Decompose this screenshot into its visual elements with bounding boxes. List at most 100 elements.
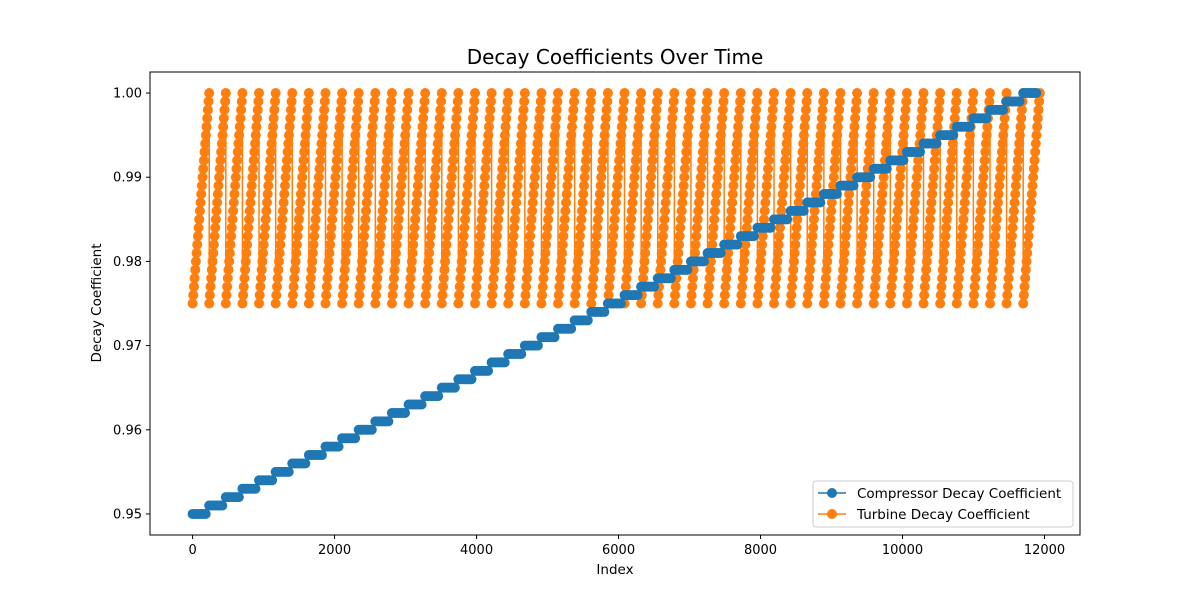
data-point-turbine (866, 113, 877, 124)
data-point-turbine (811, 180, 822, 191)
data-point-turbine (363, 180, 374, 191)
data-point-turbine (788, 256, 799, 267)
data-point-turbine (521, 281, 532, 292)
data-point-turbine (428, 189, 439, 200)
data-point-turbine (473, 256, 484, 267)
data-point-turbine (918, 88, 929, 99)
data-point-turbine (631, 146, 642, 157)
data-point-turbine (516, 130, 527, 141)
data-point-turbine (396, 180, 407, 191)
data-point-turbine (611, 189, 622, 200)
data-point-turbine (899, 113, 910, 124)
data-point-turbine (903, 281, 914, 292)
data-point-turbine (777, 197, 787, 208)
data-point-turbine (228, 197, 239, 208)
data-point-turbine (626, 214, 637, 225)
data-point-turbine (535, 96, 546, 107)
data-point-turbine (353, 96, 364, 107)
data-point-turbine (517, 121, 528, 132)
data-point-turbine (910, 189, 921, 200)
data-point-turbine (297, 172, 308, 183)
data-point-turbine (436, 96, 447, 107)
data-point-turbine (551, 113, 562, 124)
data-point-turbine (899, 121, 910, 132)
data-point-turbine (453, 88, 464, 99)
data-point-turbine (855, 256, 866, 267)
data-point-turbine (755, 264, 766, 275)
data-point-turbine (584, 113, 595, 124)
data-point-turbine (473, 247, 484, 258)
data-point-turbine (558, 231, 569, 242)
data-point-turbine (247, 172, 258, 183)
data-point-turbine (699, 130, 710, 141)
data-point-turbine (397, 163, 408, 174)
data-point-turbine (393, 214, 404, 225)
data-point-turbine (717, 113, 728, 124)
data-point-turbine (604, 273, 615, 284)
data-point-turbine (794, 189, 805, 200)
data-point-turbine (236, 104, 247, 115)
data-point-turbine (719, 88, 730, 99)
data-point-turbine (904, 264, 915, 275)
data-point-turbine (305, 281, 316, 292)
data-point-turbine (454, 290, 465, 301)
data-point-turbine (799, 121, 810, 132)
data-point-turbine (597, 155, 608, 166)
data-point-turbine (644, 189, 655, 200)
data-point-turbine (705, 264, 716, 275)
data-point-turbine (598, 138, 609, 149)
data-point-turbine (357, 256, 368, 267)
data-point-turbine (1014, 138, 1025, 149)
data-point-turbine (668, 96, 679, 107)
data-point-turbine (268, 113, 279, 124)
data-point-turbine (763, 163, 774, 174)
data-point-turbine (928, 172, 939, 183)
data-point-turbine (764, 146, 775, 157)
data-point-turbine (997, 138, 1008, 149)
data-point-turbine (531, 155, 542, 166)
data-point-turbine (937, 273, 948, 284)
data-point-turbine (446, 172, 457, 183)
data-point-turbine (881, 138, 892, 149)
data-point-turbine (339, 273, 350, 284)
data-point-turbine (701, 104, 712, 115)
data-point-turbine (790, 231, 801, 242)
data-point-turbine (919, 281, 930, 292)
data-point-turbine (779, 163, 790, 174)
data-point-turbine (382, 146, 393, 157)
data-point-turbine (197, 172, 208, 183)
data-point-turbine (740, 239, 751, 250)
data-point-turbine (505, 273, 516, 284)
data-point-turbine (230, 172, 241, 183)
series-turbine (187, 88, 1045, 309)
data-point-turbine (457, 247, 468, 258)
data-point-turbine (453, 298, 464, 309)
data-point-turbine (191, 247, 202, 258)
data-point-turbine (545, 180, 556, 191)
data-point-turbine (234, 121, 245, 132)
data-point-turbine (694, 189, 705, 200)
data-point-turbine (736, 290, 747, 301)
data-point-turbine (324, 247, 335, 258)
data-point-turbine (551, 104, 562, 115)
data-point-turbine (624, 231, 635, 242)
data-point-turbine (708, 222, 719, 233)
data-point-turbine (796, 163, 807, 174)
data-point-turbine (945, 172, 956, 183)
data-point-turbine (349, 146, 360, 157)
data-point-turbine (485, 104, 496, 115)
data-point-turbine (585, 96, 596, 107)
data-point-turbine (856, 247, 867, 258)
data-point-turbine (791, 222, 802, 233)
data-point-turbine (687, 281, 698, 292)
data-point-turbine (1013, 146, 1024, 157)
data-point-turbine (915, 121, 926, 132)
data-point-turbine (369, 104, 379, 115)
data-point-turbine (549, 130, 560, 141)
data-point-turbine (815, 130, 826, 141)
data-point-turbine (309, 222, 320, 233)
data-point-turbine (356, 264, 367, 275)
data-point-turbine (973, 239, 984, 250)
data-point-turbine (596, 163, 607, 174)
data-point-turbine (368, 113, 379, 124)
